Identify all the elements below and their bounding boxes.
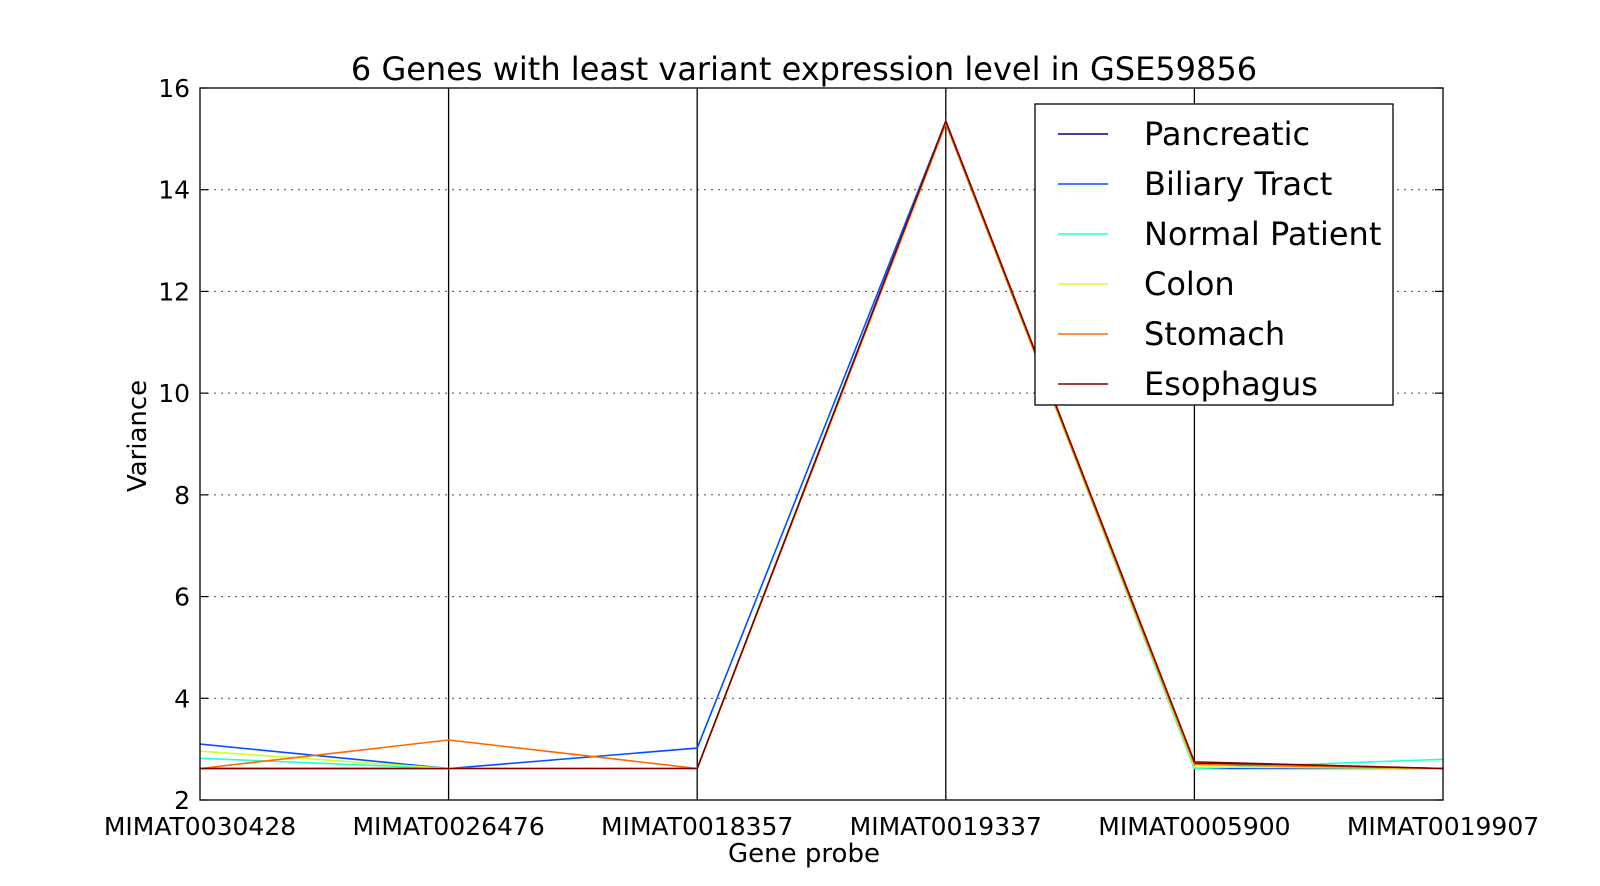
legend-label: Biliary Tract — [1144, 165, 1332, 203]
x-tick-label: MIMAT0005900 — [1098, 812, 1290, 841]
y-tick-label: 12 — [158, 277, 190, 306]
x-tick-label: MIMAT0030428 — [104, 812, 296, 841]
chart-title: 6 Genes with least variant expression le… — [351, 50, 1257, 88]
y-tick-label: 8 — [174, 481, 190, 510]
x-axis-label: Gene probe — [728, 839, 880, 869]
y-tick-label: 16 — [158, 74, 190, 103]
x-tick-label: MIMAT0026476 — [352, 812, 544, 841]
legend-label: Pancreatic — [1144, 115, 1310, 153]
legend-box — [1034, 103, 1394, 406]
x-tick-label: MIMAT0019337 — [850, 812, 1042, 841]
series-lines — [199, 118, 1444, 770]
y-axis-label: Variance — [123, 380, 153, 492]
legend-label: Esophagus — [1144, 365, 1318, 403]
x-tick-label: MIMAT0018357 — [601, 812, 793, 841]
y-tick-label: 14 — [158, 176, 190, 205]
series-line-biliary-tract — [199, 118, 1443, 770]
x-axis-ticks: MIMAT0030428 MIMAT0026476 MIMAT0018357 MIMA… — [104, 812, 1539, 841]
y-tick-label: 4 — [174, 684, 190, 713]
x-tick-label: MIMAT0019907 — [1347, 812, 1539, 841]
plot-frame — [199, 87, 1444, 801]
y-tick-label: 6 — [174, 583, 190, 612]
legend: Pancreatic Biliary Tract Normal Patient Col… — [1034, 103, 1394, 406]
y-tick-label: 2 — [174, 786, 190, 815]
legend-label: Colon — [1144, 265, 1235, 303]
series-line-esophagus — [200, 118, 1444, 770]
legend-label: Stomach — [1144, 315, 1285, 353]
y-axis-ticks: 2 4 6 8 10 12 14 16 — [158, 74, 1443, 815]
y-tick-label: 10 — [158, 379, 190, 408]
legend-label: Normal Patient — [1144, 215, 1381, 253]
